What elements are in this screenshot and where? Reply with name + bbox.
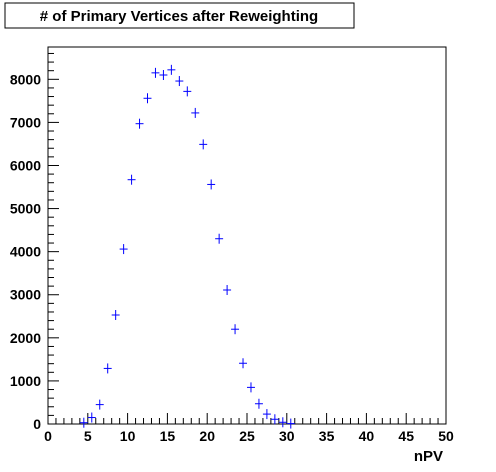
y-tick-label: 6000 — [10, 157, 41, 173]
x-axis-label: nPV — [414, 448, 443, 465]
x-axis-ticks — [47, 413, 447, 424]
x-tick-label: 25 — [239, 428, 255, 444]
data-point — [215, 233, 224, 244]
x-tick-label: 45 — [398, 428, 414, 444]
data-point — [175, 76, 184, 87]
data-point — [199, 139, 208, 150]
data-point — [239, 358, 247, 369]
y-tick-label: 8000 — [10, 71, 41, 87]
data-point — [87, 412, 96, 423]
x-tick-label: 15 — [160, 428, 176, 444]
y-tick-label: 3000 — [10, 287, 41, 303]
x-tick-label: 40 — [359, 428, 375, 444]
x-tick-label: 10 — [120, 428, 136, 444]
data-point — [278, 417, 287, 428]
data-point — [103, 363, 112, 374]
data-point — [127, 174, 136, 185]
y-tick-label: 1000 — [10, 373, 41, 389]
data-point — [270, 414, 279, 425]
data-point — [159, 70, 168, 81]
data-point — [191, 107, 200, 118]
data-point — [223, 285, 232, 296]
x-tick-label: 5 — [84, 428, 92, 444]
y-tick-label: 7000 — [10, 114, 41, 130]
data-markers — [79, 64, 295, 429]
chart-title: # of Primary Vertices after Reweighting — [40, 8, 318, 25]
data-point — [231, 324, 240, 335]
y-axis-ticks — [48, 52, 59, 425]
data-point — [79, 417, 88, 428]
data-point — [135, 118, 144, 129]
y-tick-label: 4000 — [10, 244, 41, 260]
y-tick-label: 2000 — [10, 330, 41, 346]
data-point — [207, 179, 216, 190]
data-point — [151, 67, 160, 78]
x-tick-label: 50 — [438, 428, 454, 444]
y-tick-label: 0 — [33, 416, 41, 432]
title-box — [4, 2, 355, 29]
x-tick-label: 30 — [279, 428, 295, 444]
data-point — [143, 93, 152, 104]
x-axis-tick-labels: 0 5 10 15 20 25 30 35 40 45 50 — [44, 428, 454, 444]
data-point — [119, 244, 128, 255]
y-tick-label: 5000 — [10, 201, 41, 217]
data-point — [183, 86, 192, 97]
data-point — [254, 398, 263, 409]
data-point — [111, 309, 120, 320]
y-axis-tick-labels: 0 1000 2000 3000 4000 5000 6000 7000 8000 — [10, 71, 41, 432]
x-tick-label: 20 — [199, 428, 215, 444]
x-tick-label: 35 — [319, 428, 335, 444]
data-point — [286, 418, 295, 429]
data-point — [95, 399, 104, 410]
data-point — [247, 382, 255, 393]
x-tick-label: 0 — [44, 428, 52, 444]
data-point — [167, 64, 176, 75]
data-point — [262, 409, 271, 420]
